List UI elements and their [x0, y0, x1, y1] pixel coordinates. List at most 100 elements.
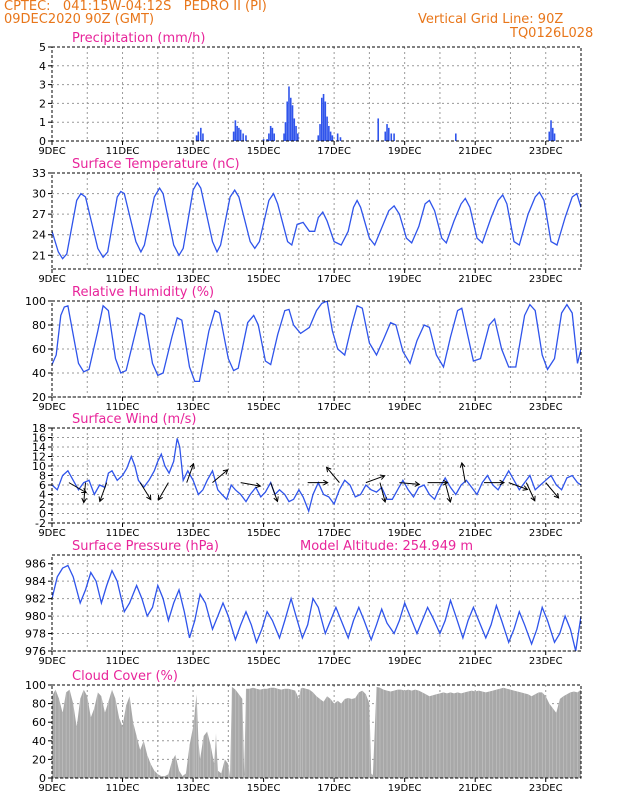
precip-bar — [377, 118, 380, 141]
wind-arrow-shaft — [525, 482, 536, 501]
wind-arrow-head — [442, 479, 449, 486]
wind-arrow-shaft — [83, 482, 87, 503]
x-tick-label: 17DEC — [317, 783, 351, 794]
wind-arrow-head — [522, 485, 529, 491]
wind-arrow — [444, 482, 453, 503]
x-tick-label: 9DEC — [38, 783, 65, 794]
precip-bar — [289, 97, 292, 141]
wind-arrow-shaft — [461, 462, 466, 483]
x-tick-label: 17DEC — [317, 528, 351, 539]
x-tick-label: 9DEC — [38, 146, 65, 157]
x-tick-label: 19DEC — [388, 146, 422, 157]
x-tick-label: 21DEC — [458, 783, 492, 794]
x-tick-label: 23DEC — [529, 146, 563, 157]
wind-arrow — [307, 479, 329, 486]
y-tick-label: 60 — [32, 343, 46, 356]
wind-arrow-shaft — [240, 482, 261, 487]
y-tick-label: 100 — [25, 295, 46, 308]
wind-arrow-head — [189, 462, 195, 469]
precip-bar — [284, 122, 287, 141]
panel-frame — [51, 300, 582, 398]
precip-bar — [329, 131, 332, 141]
y-tick-label: 0 — [39, 508, 46, 521]
precip-bar — [331, 135, 334, 141]
panel-frame — [51, 46, 582, 142]
wind-arrow-head — [323, 479, 329, 486]
wind-arrow — [157, 482, 169, 501]
precip-bar — [202, 133, 204, 141]
wind-arrow — [545, 482, 560, 499]
wind-arrow-head — [325, 466, 332, 473]
series-line — [52, 564, 581, 651]
precip-bar — [238, 127, 240, 141]
precip-bar — [266, 139, 268, 141]
x-tick-label: 15DEC — [247, 528, 281, 539]
wind-arrow-head — [98, 496, 104, 503]
y-tick-label: 8 — [39, 470, 46, 483]
y-tick-label: 24 — [32, 229, 46, 242]
x-tick-label: 17DEC — [317, 274, 351, 285]
y-tick-label: 980 — [25, 610, 46, 623]
x-tick-label: 15DEC — [247, 656, 281, 667]
panel-title: Surface Temperature (nC) — [72, 157, 240, 172]
precip-bar — [387, 127, 390, 141]
precip-bar — [386, 124, 388, 141]
x-tick-label: 19DEC — [388, 402, 422, 413]
date-line: 09DEC2020 90Z (GMT) — [4, 12, 155, 27]
x-tick-label: 19DEC — [388, 528, 422, 539]
x-tick-label: 13DEC — [176, 656, 210, 667]
panel-subtitle: Model Altitude: 254.949 m — [300, 539, 473, 554]
x-tick-label: 19DEC — [388, 274, 422, 285]
y-tick-label: 80 — [32, 698, 46, 711]
precip-bar — [195, 135, 198, 141]
wind-arrow — [379, 482, 387, 503]
wind-arrow-head — [459, 461, 466, 468]
wind-arrow-head — [273, 496, 279, 503]
y-tick-label: 60 — [32, 716, 46, 729]
y-tick-label: 982 — [25, 593, 46, 606]
x-tick-label: 17DEC — [317, 656, 351, 667]
y-tick-label: 18 — [32, 422, 46, 435]
wind-arrow-shaft — [444, 482, 451, 503]
panel-frame — [51, 427, 582, 524]
x-tick-label: 23DEC — [529, 274, 563, 285]
wind-arrow-shaft — [508, 482, 528, 490]
precip-bar — [336, 133, 339, 141]
precip-bar — [245, 135, 247, 141]
y-tick-label: 27 — [32, 208, 46, 221]
precip-bar — [553, 133, 556, 141]
precip-bar — [197, 131, 200, 141]
panel-title: Relative Humidity (%) — [72, 285, 214, 300]
x-tick-label: 21DEC — [458, 146, 492, 157]
panel-2: 20 40 60 80 100 9DEC 11DEC 13DEC 15DEC 17DEC 19DEC… — [25, 285, 582, 413]
x-tick-label: 11DEC — [106, 783, 140, 794]
precip-bar — [322, 94, 325, 141]
y-tick-label: 10 — [32, 460, 46, 473]
precip-bar — [455, 133, 457, 141]
wind-arrow-head — [553, 492, 560, 499]
precip-bar — [384, 131, 387, 141]
precip-bar — [262, 139, 265, 141]
x-tick-label: 21DEC — [458, 656, 492, 667]
panel-title: Precipitation (mm/h) — [72, 31, 205, 46]
wind-arrow-shaft — [379, 482, 386, 503]
panel-background — [52, 47, 581, 141]
y-tick-label: 4 — [39, 489, 46, 502]
wind-arrow — [212, 469, 229, 484]
panel-frame — [51, 684, 582, 779]
y-tick-label: 14 — [32, 441, 46, 454]
y-tick-label: 3 — [39, 79, 46, 92]
y-tick-label: 30 — [32, 188, 46, 201]
panel-background — [52, 555, 581, 651]
wind-arrow — [508, 482, 529, 491]
x-tick-label: 15DEC — [247, 783, 281, 794]
y-tick-label: 40 — [32, 735, 46, 748]
x-tick-label: 19DEC — [388, 783, 422, 794]
precip-bar — [319, 124, 321, 141]
wind-arrow — [459, 461, 466, 483]
panel-1: 21 24 27 30 33 9DEC 11DEC 13DEC 15DEC 17DEC 19DEC 2… — [32, 157, 582, 285]
station-line: CPTEC: 041:15W-04:12S PEDRO II (PI) — [4, 0, 267, 14]
precip-bar — [339, 137, 342, 141]
y-tick-label: 5 — [39, 41, 46, 54]
series-line — [52, 438, 581, 514]
